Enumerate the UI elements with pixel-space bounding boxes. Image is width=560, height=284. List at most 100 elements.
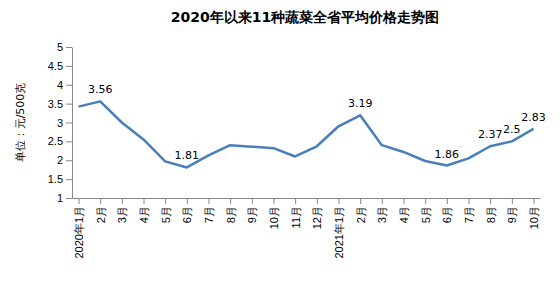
x-tick-mark: [512, 198, 513, 204]
y-tick-mark: [66, 123, 72, 124]
y-tick: 4: [57, 79, 72, 91]
x-tick: 2月: [355, 198, 367, 223]
y-tick-mark: [66, 85, 72, 86]
x-tick-label: 2021年1月: [333, 206, 345, 259]
x-tick: 12月: [311, 198, 323, 229]
x-tick-label: 3月: [116, 206, 128, 223]
y-tick-label: 3: [57, 117, 63, 129]
x-tick-label: 10月: [268, 206, 280, 229]
x-axis-line: [73, 198, 541, 199]
x-tick: 8月: [225, 198, 237, 223]
x-tick-label: 12月: [311, 206, 323, 229]
y-tick: 5: [57, 41, 72, 53]
x-tick-mark: [79, 198, 80, 204]
x-tick-label: 6月: [181, 206, 193, 223]
x-tick-mark: [295, 198, 296, 204]
y-tick-mark: [66, 198, 72, 199]
x-tick-mark: [209, 198, 210, 204]
x-tick-label: 8月: [485, 206, 497, 223]
y-tick: 4.5: [48, 60, 72, 72]
y-tick-label: 4: [57, 79, 63, 91]
x-tick: 2020年1月: [73, 198, 85, 259]
x-tick-mark: [339, 198, 340, 204]
x-tick: 3月: [116, 198, 128, 223]
y-tick-mark: [66, 179, 72, 180]
x-tick-mark: [230, 198, 231, 204]
data-label: 3.56: [88, 83, 113, 96]
x-tick-label: 9月: [506, 206, 518, 223]
x-tick: 2月: [95, 198, 107, 223]
y-tick-label: 4.5: [48, 60, 63, 72]
x-tick-label: 2月: [355, 206, 367, 223]
x-tick-mark: [144, 198, 145, 204]
y-tick-label: 1.5: [48, 173, 63, 185]
data-label: 2.83: [521, 111, 546, 124]
x-tick: 9月: [246, 198, 258, 223]
x-tick-label: 2月: [95, 206, 107, 223]
x-tick-label: 8月: [225, 206, 237, 223]
plot-area: [79, 101, 534, 167]
data-label: 2.5: [503, 123, 521, 136]
x-tick: 5月: [160, 198, 172, 223]
y-tick: 2: [57, 154, 72, 166]
x-tick: 8月: [485, 198, 497, 223]
y-tick-label: 2.5: [48, 135, 63, 147]
x-tick: 10月: [268, 198, 280, 229]
chart: 2020年以来11种蔬菜全省平均价格走势图 1 1.5 2 2.5 3 3.5 4 4.5 5 20…: [0, 0, 560, 284]
y-tick: 2.5: [48, 135, 72, 147]
y-tick-label: 5: [57, 41, 63, 53]
x-axis: 2020年1月 2月 3月 4月 5月 6月 7月 8月 9月 10月 11月 12月 2021年1月 2…: [73, 198, 541, 259]
x-tick: 6月: [441, 198, 453, 223]
y-tick-mark: [66, 66, 72, 67]
x-tick-label: 4月: [138, 206, 150, 223]
x-tick-mark: [469, 198, 470, 204]
x-tick-mark: [100, 198, 101, 204]
x-tick: 9月: [506, 198, 518, 223]
y-tick: 1: [57, 192, 72, 204]
x-tick-label: 2020年1月: [73, 206, 85, 259]
x-tick: 2021年1月: [333, 198, 345, 259]
x-tick-mark: [534, 198, 535, 204]
x-tick-mark: [447, 198, 448, 204]
x-tick: 7月: [463, 198, 475, 223]
y-tick-mark: [66, 141, 72, 142]
x-tick-mark: [122, 198, 123, 204]
y-tick-label: 2: [57, 154, 63, 166]
x-tick-label: 6月: [441, 206, 453, 223]
x-tick-mark: [187, 198, 188, 204]
x-tick: 7月: [203, 198, 215, 223]
x-tick: 5月: [420, 198, 432, 223]
x-tick-mark: [490, 198, 491, 204]
y-axis-label: 单位：元/500克: [14, 83, 27, 163]
y-tick: 3.5: [48, 98, 72, 110]
x-tick: 3月: [376, 198, 388, 223]
x-tick-label: 9月: [246, 206, 258, 223]
data-label: 3.19: [348, 97, 373, 110]
data-labels: 3.56 1.81 3.19 1.86 2.372.52.83: [88, 83, 546, 162]
title: 2020年以来11种蔬菜全省平均价格走势图: [171, 9, 439, 25]
x-tick: 10月: [528, 198, 540, 229]
x-tick-label: 11月: [290, 206, 302, 228]
y-axis: 1 1.5 2 2.5 3 3.5 4 4.5 5: [48, 41, 73, 204]
x-tick-mark: [252, 198, 253, 204]
x-tick: 6月: [181, 198, 193, 223]
data-label: 2.37: [478, 128, 503, 141]
x-tick-label: 5月: [160, 206, 172, 223]
x-tick-label: 5月: [420, 206, 432, 223]
x-tick-label: 7月: [463, 206, 475, 223]
y-tick-label: 3.5: [48, 98, 63, 110]
x-tick-label: 10月: [528, 206, 540, 229]
data-label: 1.86: [435, 148, 460, 161]
x-tick-mark: [165, 198, 166, 204]
x-tick: 4月: [398, 198, 410, 223]
y-axis-line: [72, 48, 73, 199]
y-tick-label: 1: [57, 192, 63, 204]
x-tick-mark: [360, 198, 361, 204]
x-tick-label: 7月: [203, 206, 215, 223]
y-tick: 3: [57, 117, 72, 129]
x-tick-mark: [274, 198, 275, 204]
y-tick-mark: [66, 47, 72, 48]
data-label: 1.81: [175, 149, 200, 162]
y-tick-mark: [66, 160, 72, 161]
y-tick: 1.5: [48, 173, 72, 185]
